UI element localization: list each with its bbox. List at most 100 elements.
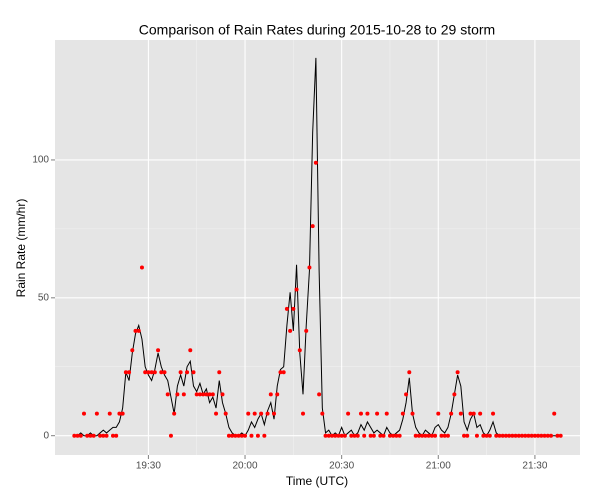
rain-rate-point [558,433,563,438]
rain-rate-point [552,411,557,416]
rain-rate-point [85,433,90,438]
rain-rate-point [339,433,344,438]
rain-rate-point [175,392,180,397]
x-tick-label: 21:30 [522,461,547,472]
rain-rate-point [526,433,531,438]
y-tick-label: 50 [38,292,50,303]
rain-rate-point [452,392,457,397]
rain-rate-point [465,433,470,438]
rain-rate-point [471,411,476,416]
rain-rate-point [329,433,334,438]
plot-panel [55,40,580,455]
rain-rate-point [275,392,280,397]
rain-rate-point [178,370,183,375]
rain-rate-point [278,370,283,375]
rain-rate-point [233,433,238,438]
rain-rate-point [172,411,177,416]
rain-rate-point [474,433,479,438]
rain-rate-point [349,433,354,438]
rain-rate-point [259,411,264,416]
rain-rate-point [181,392,186,397]
rain-rate-point [378,433,383,438]
rain-rate-point [281,370,286,375]
rain-rate-point [429,433,434,438]
rain-rate-point [513,433,518,438]
x-tick-label: 20:00 [233,461,258,472]
rain-rate-point [404,392,409,397]
rain-rate-point [197,392,202,397]
rain-rate-point [371,433,376,438]
rain-rate-line [74,57,561,437]
rain-rate-point [539,433,544,438]
y-axis-title: Rain Rate (mm/hr) [14,199,28,298]
rain-rate-point [313,160,318,165]
rain-rate-point [168,433,173,438]
rain-rate-point [130,348,135,353]
rain-rate-point [252,411,257,416]
rain-rate-point [120,411,125,416]
rain-rate-point [217,370,222,375]
rain-rate-point [304,328,309,333]
rain-rate-point [342,433,347,438]
rain-rate-point [107,411,112,416]
rain-rate-point [478,411,483,416]
rain-rate-point [317,392,322,397]
rain-rate-point [381,433,386,438]
rain-rate-point [123,370,128,375]
rain-rate-point [262,433,267,438]
rain-rate-point [536,433,541,438]
rain-rate-point [214,411,219,416]
rain-rate-point [462,433,467,438]
rain-rate-point [410,411,415,416]
rain-rate-point [362,433,367,438]
rain-rate-point [139,265,144,270]
rain-rate-point [449,411,454,416]
rain-rate-point [549,433,554,438]
rain-rate-point [220,392,225,397]
rain-rate-point [114,433,119,438]
rain-rate-point [420,433,425,438]
rain-rate-point [146,370,151,375]
rain-rate-point [117,411,122,416]
rain-rate-point [236,433,241,438]
rain-rate-point [81,411,86,416]
rain-rate-point [442,433,447,438]
rain-rate-point [294,287,299,292]
rain-rate-point [487,433,492,438]
rain-rate-point [301,411,306,416]
rain-rate-point [268,392,273,397]
rain-rate-point [333,433,338,438]
rain-rate-point [78,433,83,438]
rain-rate-point [91,433,96,438]
rain-rate-point [468,411,473,416]
rain-rate-point [500,433,505,438]
rain-rate-point [284,306,289,311]
rain-rate-point [255,433,260,438]
rain-rate-point [400,411,405,416]
rain-rate-point [72,433,77,438]
rain-rate-point [436,411,441,416]
rain-rate-point [133,328,138,333]
rain-rate-point [426,433,431,438]
rain-rate-point [210,392,215,397]
x-axis-title: Time (UTC) [286,474,348,488]
rain-rate-point [484,433,489,438]
rain-rate-point [88,433,93,438]
y-tick-label: 100 [32,155,49,166]
rain-rate-point [346,411,351,416]
rain-rate-point [101,433,106,438]
rain-rate-point [368,433,373,438]
rain-rate-point [384,411,389,416]
rain-rate-point [159,370,164,375]
rain-rate-point [439,433,444,438]
rain-rate-point [352,433,357,438]
rain-rate-point [149,370,154,375]
rain-rate-point [265,411,270,416]
rain-rate-point [185,370,190,375]
rain-rate-point [204,392,209,397]
marks [72,57,563,438]
rain-rate-point [246,411,251,416]
rain-rate-point [529,433,534,438]
